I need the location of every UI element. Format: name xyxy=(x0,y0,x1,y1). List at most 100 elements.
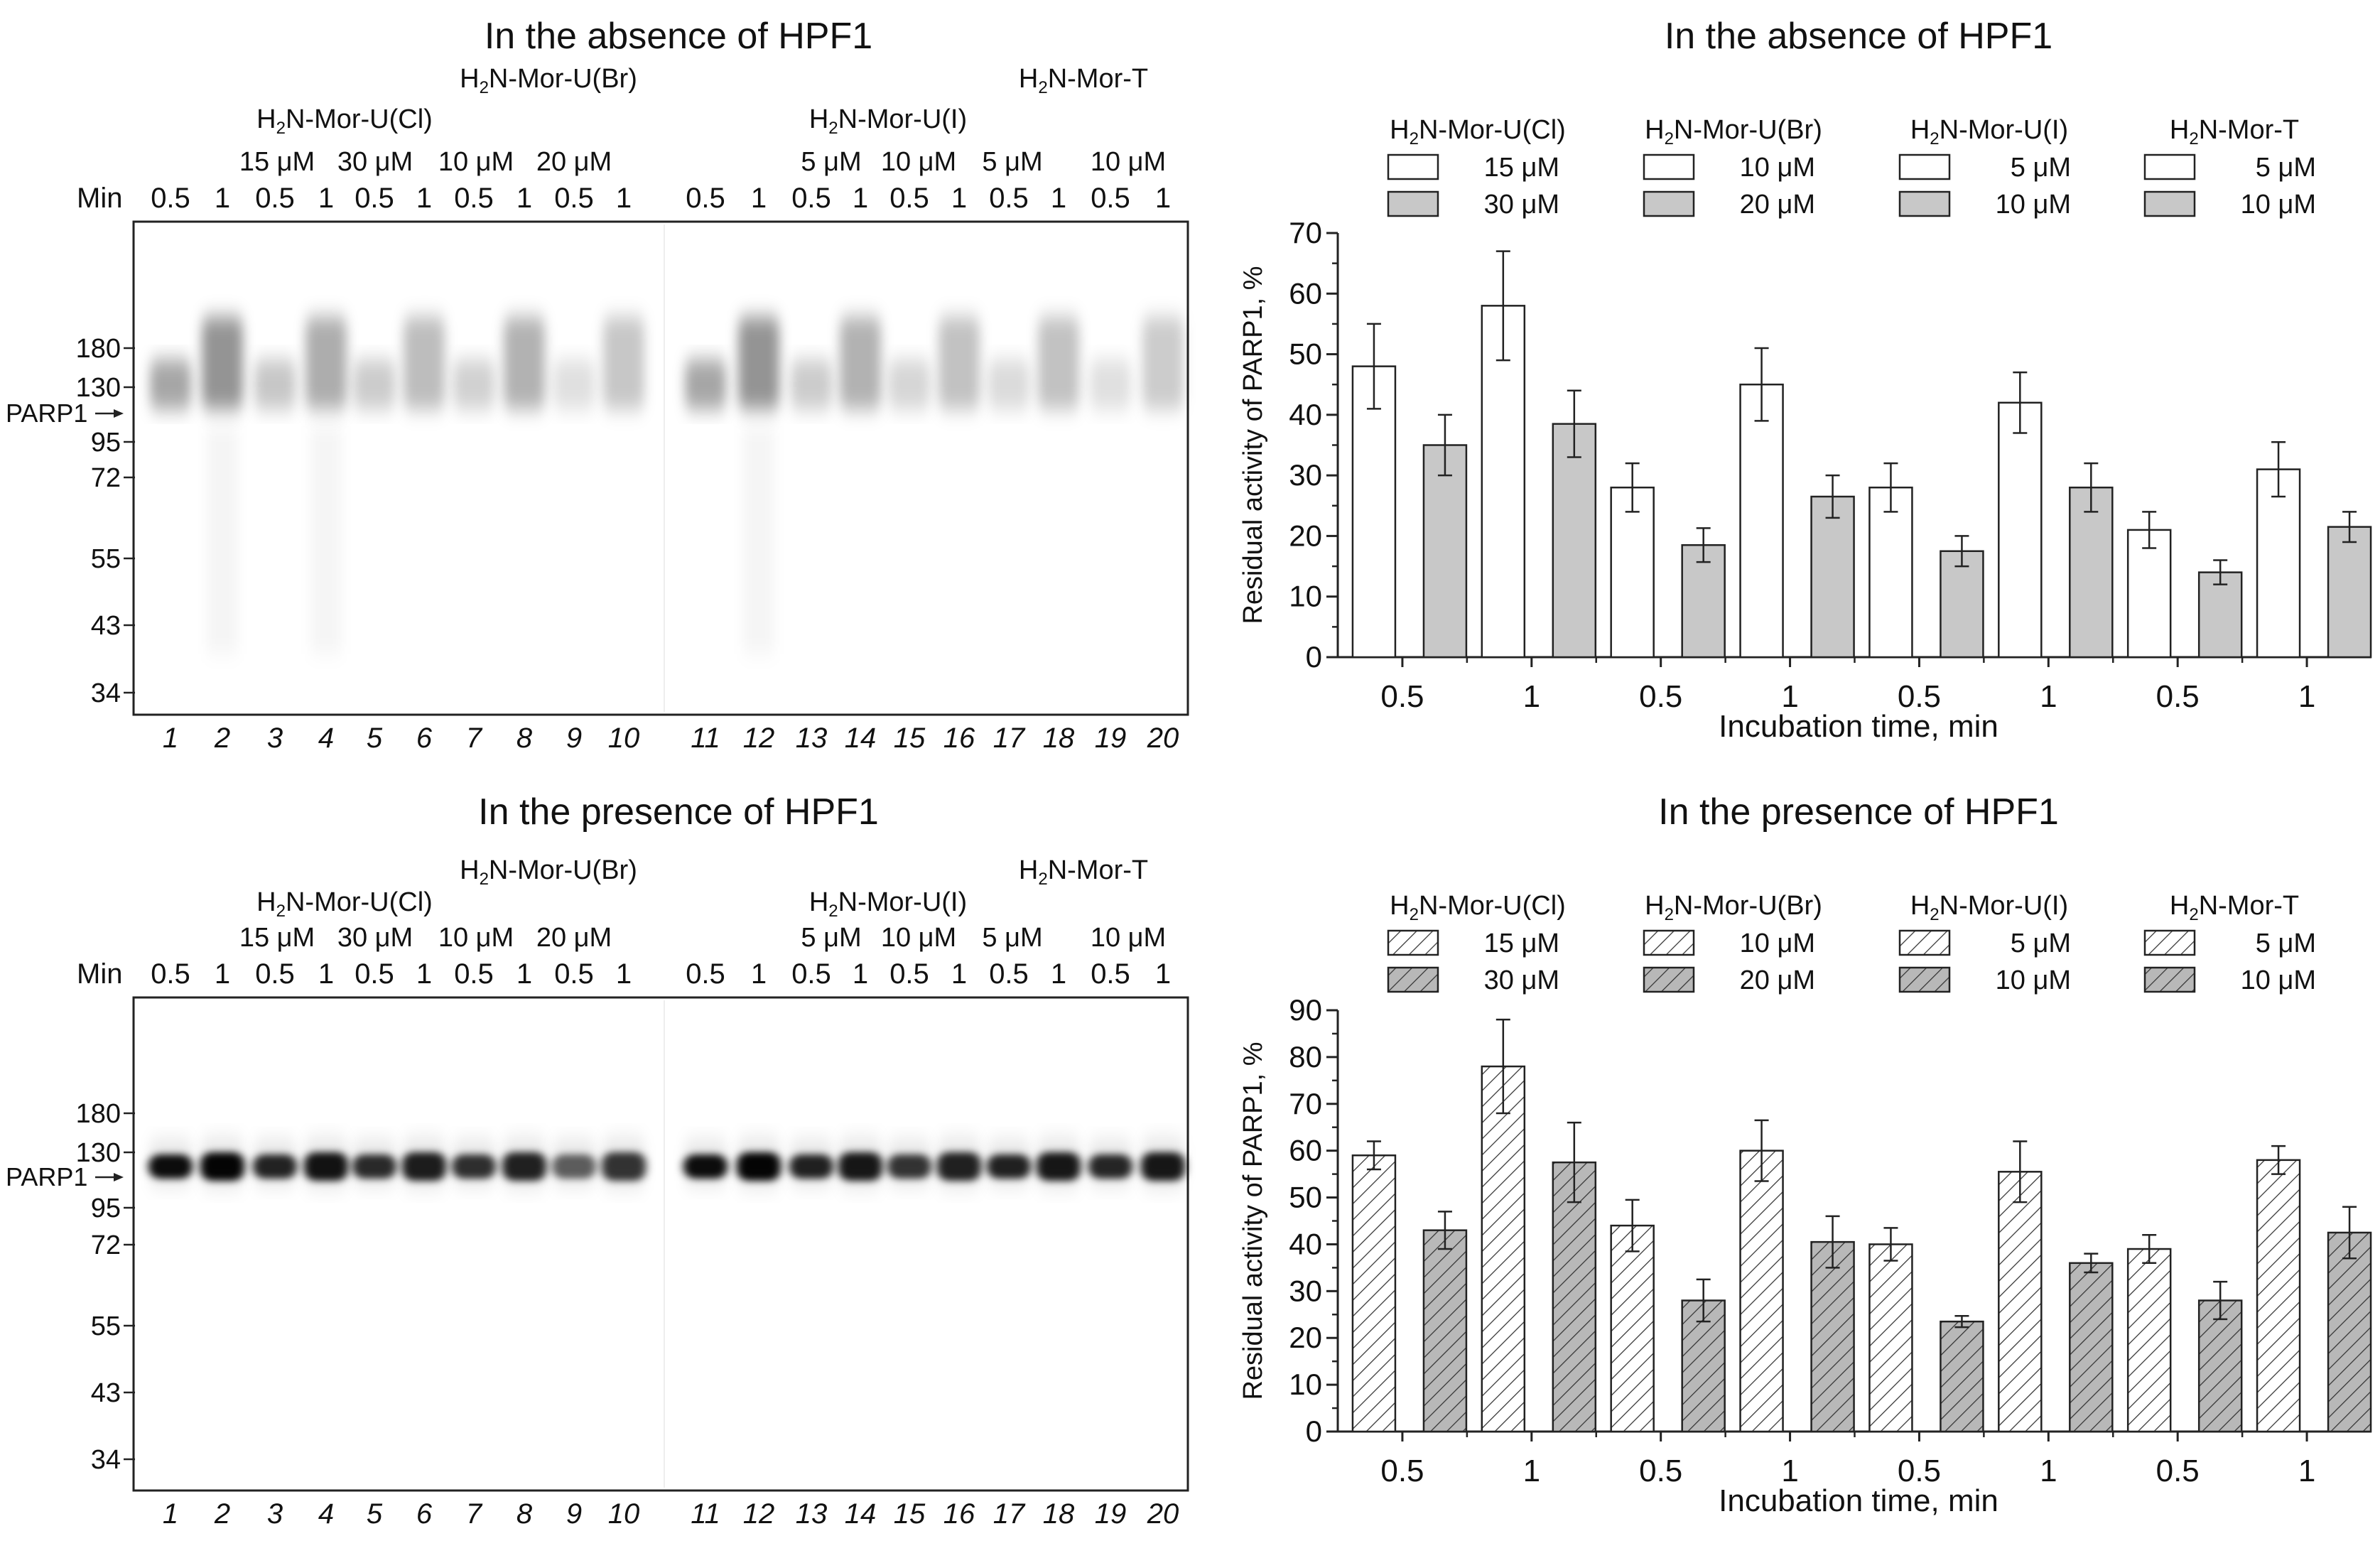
y-tick-label: 70 xyxy=(1289,1087,1322,1120)
gel-min-label: Min xyxy=(77,958,122,990)
gel-time-label: 0.5 xyxy=(686,183,725,214)
gel-time-label: 1 xyxy=(516,958,532,990)
gel-marker-label: 95 xyxy=(91,428,121,458)
legend-compound-label: H2N-Mor-T xyxy=(2170,115,2299,148)
bar-low-concentration xyxy=(2256,468,2301,659)
gel-band xyxy=(738,317,779,409)
gel-band xyxy=(352,1154,396,1179)
bar-high-concentration xyxy=(1810,495,1855,659)
gel-lane-number: 16 xyxy=(943,1498,975,1530)
gel-band xyxy=(603,317,644,409)
legend-swatch-high xyxy=(1643,966,1695,993)
gel-time-label: 0.5 xyxy=(791,958,831,990)
gel-lane-number: 3 xyxy=(267,1498,283,1530)
gel-parp1-arrowhead xyxy=(114,409,124,418)
bar-high-concentration xyxy=(1681,543,1726,659)
gel-band xyxy=(602,1152,646,1181)
gel-time-label: 0.5 xyxy=(454,183,494,214)
bar-high-concentration xyxy=(1940,1320,1984,1433)
x-tick-label: 1 xyxy=(2040,679,2057,714)
gel-concentration-label: 10 μM xyxy=(881,923,956,953)
gel-band xyxy=(304,1152,348,1181)
legend-compound-label: H2N-Mor-U(Cl) xyxy=(1390,115,1566,148)
legend-compound-label: H2N-Mor-U(I) xyxy=(1910,891,2068,924)
gel-band xyxy=(937,1152,981,1181)
y-tick-label: 20 xyxy=(1289,1321,1322,1354)
gel-band xyxy=(683,1154,727,1179)
x-tick-label: 0.5 xyxy=(1639,1454,1682,1488)
gel-time-label: 1 xyxy=(1051,958,1066,990)
gel-time-label: 1 xyxy=(751,183,767,214)
gel-lane-number: 19 xyxy=(1095,1498,1127,1530)
legend-swatch-high xyxy=(1387,190,1439,217)
gel-concentration-label: 5 μM xyxy=(982,923,1042,953)
bar-high-concentration xyxy=(1810,1240,1855,1433)
legend-compound-label: H2N-Mor-U(Cl) xyxy=(1390,891,1566,924)
gel-compound-label: H2N-Mor-T xyxy=(1019,64,1148,97)
gel-band xyxy=(889,359,930,409)
gel-marker-label: 43 xyxy=(91,611,121,641)
gel-lane-number: 12 xyxy=(743,1498,775,1530)
legend-swatch-high xyxy=(1643,190,1695,217)
gel-band xyxy=(1090,359,1131,409)
gel-time-label: 1 xyxy=(318,183,334,214)
gel-time-label: 0.5 xyxy=(1091,958,1130,990)
gel-band xyxy=(789,1154,833,1179)
bar-high-concentration xyxy=(1422,1229,1468,1433)
y-tick-label: 90 xyxy=(1289,993,1322,1027)
gel-marker-label: 180 xyxy=(76,1099,121,1129)
legend-swatch-low xyxy=(1643,153,1695,180)
gel-concentration-label: 30 μM xyxy=(337,147,413,177)
gel-marker-label: 130 xyxy=(76,373,121,403)
gel-marker-label: 95 xyxy=(91,1194,121,1223)
legend-conc-high: 10 μM xyxy=(1996,965,2071,995)
gel-concentration-label: 20 μM xyxy=(536,147,612,177)
gel-concentration-label: 10 μM xyxy=(1091,923,1166,953)
gel-band xyxy=(791,359,832,409)
gel-lane-number: 4 xyxy=(318,723,334,754)
gel-lane-number: 2 xyxy=(214,1498,230,1530)
gel-band xyxy=(987,1154,1031,1179)
gel-lane-number: 5 xyxy=(367,1498,383,1530)
gel-panel-2: In the presence of HPF1 H2N-Mor-U(Cl) H2N-… xyxy=(6,791,1189,1530)
gel-lane-number: 1 xyxy=(163,1498,178,1530)
gel-marker-label: 130 xyxy=(76,1138,121,1168)
gel-time-label: 1 xyxy=(416,183,432,214)
gel-concentration-label: 30 μM xyxy=(337,923,413,953)
x-tick-label: 0.5 xyxy=(1898,1454,1941,1488)
bar-low-concentration xyxy=(1868,486,1913,659)
gel-time-label: 0.5 xyxy=(151,183,190,214)
bar-high-concentration xyxy=(2069,1262,2114,1433)
x-tick-label: 0.5 xyxy=(2156,679,2200,714)
gel-time-label: 1 xyxy=(951,183,967,214)
gel-time-label: 1 xyxy=(516,183,532,214)
gel-lane-number: 17 xyxy=(993,1498,1026,1530)
gel-time-label: 1 xyxy=(1155,958,1171,990)
gel-lane-number: 10 xyxy=(608,723,640,754)
gel-time-label: 0.5 xyxy=(454,958,494,990)
bar-high-concentration xyxy=(1552,423,1597,659)
gel-compound-label: H2N-Mor-U(I) xyxy=(809,104,967,138)
y-tick-label: 10 xyxy=(1289,1368,1322,1401)
y-tick-label: 40 xyxy=(1289,1227,1322,1260)
x-tick-label: 0.5 xyxy=(1380,1454,1424,1488)
gel-time-label: 1 xyxy=(951,958,967,990)
gel-time-label: 1 xyxy=(751,958,767,990)
gel-compound-label: H2N-Mor-T xyxy=(1019,855,1148,889)
gel-lane-number: 19 xyxy=(1095,723,1127,754)
gel-time-label: 1 xyxy=(1155,183,1171,214)
gel-lane-number: 15 xyxy=(894,1498,926,1530)
legend-swatch-high xyxy=(1387,966,1439,993)
gel-image-frame xyxy=(132,220,1189,716)
gel-lane-number: 9 xyxy=(566,723,582,754)
x-tick-label: 0.5 xyxy=(2156,1454,2200,1488)
y-tick-label: 0 xyxy=(1306,1414,1322,1448)
gel-lane-number: 18 xyxy=(1043,723,1075,754)
gel-compound-label: H2N-Mor-U(Br) xyxy=(460,64,637,97)
gel-concentration-label: 5 μM xyxy=(801,147,861,177)
gel-parp1-label: PARP1 xyxy=(6,399,87,428)
bar-low-concentration xyxy=(1739,1149,1784,1433)
bar-low-concentration xyxy=(2126,529,2172,659)
